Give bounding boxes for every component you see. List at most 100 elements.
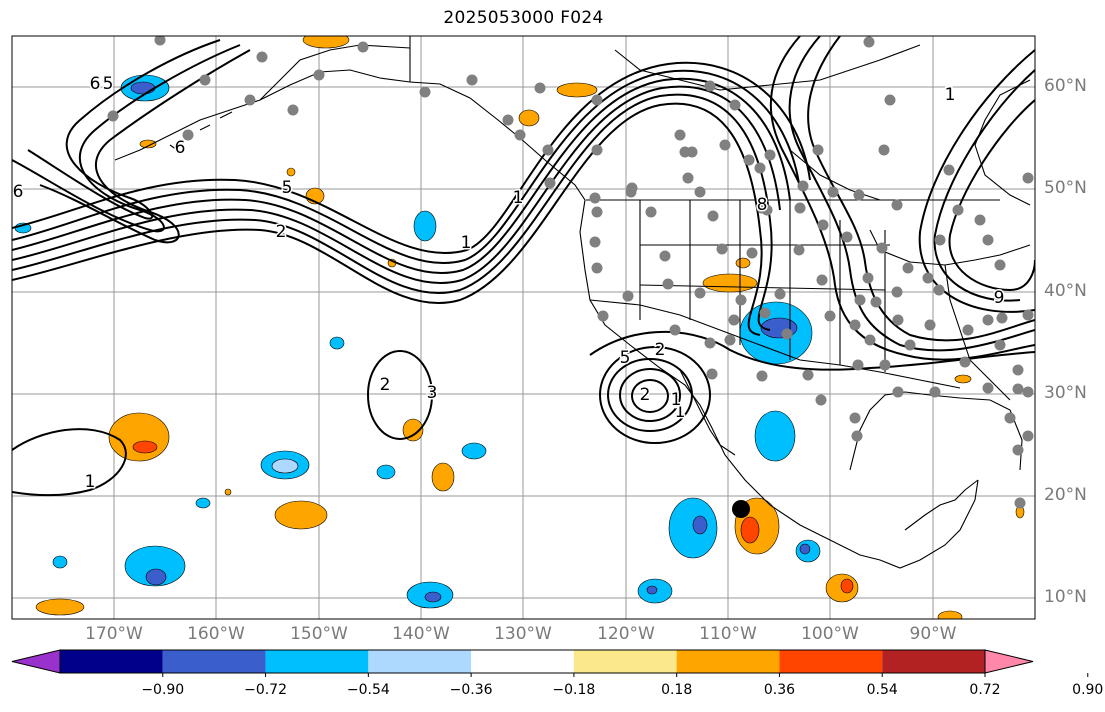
contour-label: 6 (13, 182, 24, 202)
station-dot (994, 339, 1006, 351)
station-dot (996, 312, 1008, 324)
contour-line (599, 346, 712, 444)
station-dot (793, 244, 805, 256)
station-dot (982, 382, 994, 394)
contour-label: 1 (945, 85, 956, 105)
anomaly-blob (108, 412, 170, 462)
contour-line (619, 368, 682, 422)
coastline (679, 369, 736, 456)
station-dot (994, 259, 1006, 271)
station-dot (659, 250, 671, 262)
station-dot (904, 339, 916, 351)
station-dot (199, 74, 211, 86)
contour-line (918, 49, 1035, 313)
station-dot (704, 337, 716, 349)
station-dot (706, 368, 718, 380)
station-dot (743, 154, 755, 166)
anomaly-blob (145, 568, 167, 586)
lat-label: 40°N (1044, 281, 1087, 301)
colorbar-swatch (60, 650, 163, 673)
station-dot (542, 144, 554, 156)
lon-label: 90°W (909, 624, 957, 644)
station-dot (902, 262, 914, 274)
station-dot (922, 272, 934, 284)
contour-line (607, 358, 694, 432)
contour-line (39, 49, 251, 244)
colorbar-tick-label: 0.36 (763, 682, 796, 698)
station-dot (754, 162, 766, 174)
anomaly-blob (740, 516, 760, 544)
station-dot (674, 129, 686, 141)
contour-label: 2 (380, 375, 391, 395)
station-dot (892, 386, 904, 398)
anomaly-blob (840, 578, 854, 594)
station-dot (933, 284, 945, 296)
station-dot (704, 80, 716, 92)
station-dot (544, 177, 556, 189)
station-dot (756, 202, 768, 214)
station-dot (735, 294, 747, 306)
anomaly-blob (692, 515, 708, 535)
station-dot (1012, 383, 1024, 395)
contour-line (788, 36, 1035, 352)
station-dot (707, 210, 719, 222)
station-dot (816, 274, 828, 286)
contour-line (12, 428, 127, 497)
station-dot (591, 94, 603, 106)
contour-line (807, 36, 1035, 342)
station-dot (182, 129, 194, 141)
station-dot (863, 36, 875, 48)
station-dot (514, 129, 526, 141)
station-dot (959, 356, 971, 368)
station-dot (591, 144, 603, 156)
map-title: 2025053000 F024 (443, 8, 604, 28)
anomaly-blob (754, 410, 796, 462)
colorbar-tick-label: −0.72 (244, 682, 287, 698)
coastline (259, 44, 411, 101)
contour-label: 5 (620, 348, 631, 368)
station-dot (669, 324, 681, 336)
coastline (789, 149, 881, 201)
station-dot (841, 231, 853, 243)
station-dot (879, 359, 891, 371)
contour-label: 2 (655, 340, 666, 360)
anomaly-blob (556, 82, 598, 98)
anomaly-blob (646, 585, 658, 595)
coastlines (114, 36, 1031, 569)
contour-line (12, 93, 773, 331)
station-dot (884, 94, 896, 106)
contour-label: 1 (513, 188, 524, 208)
lat-label: 60°N (1044, 76, 1087, 96)
contour-line (769, 36, 1035, 361)
anomaly-blob (413, 210, 437, 242)
station-dot (466, 74, 478, 86)
station-dot (502, 114, 514, 126)
station-dot (1022, 386, 1034, 398)
station-dot (591, 262, 603, 274)
station-dot (622, 290, 634, 302)
coastline (614, 44, 921, 91)
contour-label: 8 (757, 195, 768, 215)
coastline (219, 111, 233, 119)
station-dot (824, 310, 836, 322)
colorbar-swatch (779, 650, 883, 673)
anomaly-blob (274, 500, 328, 530)
contour-label: 2 (640, 385, 651, 405)
station-dot (724, 334, 736, 346)
colorbar-frame (59, 649, 986, 674)
station-dot (862, 272, 874, 284)
station-dot (729, 99, 741, 111)
colorbar-extend-low (11, 649, 61, 674)
contour-line (948, 99, 1035, 292)
anomaly-blob (124, 545, 186, 587)
lon-label: 110°W (699, 624, 757, 644)
station-dot (982, 314, 994, 326)
station-dot (287, 104, 299, 116)
coastline (904, 479, 979, 531)
station-dot (962, 324, 974, 336)
station-dot (812, 144, 824, 156)
station-dots (107, 36, 1034, 518)
contour-label: 5 (282, 178, 293, 198)
anomaly-blob (702, 273, 758, 293)
colorbar-swatch (265, 650, 369, 673)
